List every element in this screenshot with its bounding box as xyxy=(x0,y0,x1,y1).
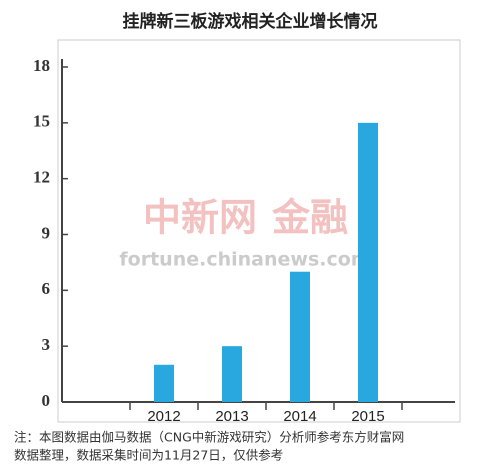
y-tick-label: 15 xyxy=(33,112,50,131)
y-tick-label: 12 xyxy=(33,168,50,187)
bar xyxy=(358,122,378,402)
y-tick-label: 3 xyxy=(42,335,51,354)
y-tick-label: 18 xyxy=(33,56,50,75)
bar xyxy=(290,271,310,402)
x-tick-label: 2014 xyxy=(283,408,316,425)
watermark: 金融 xyxy=(271,196,348,240)
bar xyxy=(222,346,242,402)
x-tick-label: 2013 xyxy=(215,408,248,425)
y-tick-label: 9 xyxy=(42,223,51,242)
bar xyxy=(154,364,174,402)
y-tick-label: 6 xyxy=(42,279,51,298)
chart-title: 挂牌新三板游戏相关企业增长情况 xyxy=(123,11,378,32)
x-tick-label: 2015 xyxy=(351,408,384,425)
x-tick-label: 2012 xyxy=(147,408,180,425)
footnote: 数据整理，数据采集时间为11月27日，仅供参考 xyxy=(14,448,283,463)
watermark: fortune.chinanews.com xyxy=(119,249,370,271)
plot-frame xyxy=(57,39,461,423)
y-tick-label: 0 xyxy=(42,391,51,410)
footnote: 注：本图数据由伽马数据（CNG中新游戏研究）分析师参考东方财富网 xyxy=(14,430,404,445)
watermark: 中新网 xyxy=(143,196,257,240)
